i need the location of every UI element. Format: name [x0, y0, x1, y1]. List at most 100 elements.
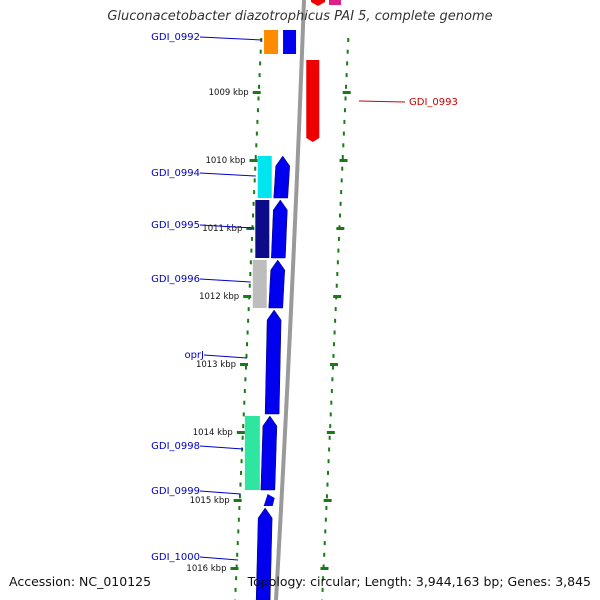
gene-label: GDI_0999 [151, 486, 200, 497]
ring-dot [347, 38, 350, 42]
ring-dot [339, 213, 342, 218]
cds-forward-arrow [255, 507, 273, 600]
kbp-scale: 1009 kbp 1010 kbp 1011 kbp 1012 kbp 1013 kbp… [186, 88, 351, 574]
kbp-tick-mark [249, 159, 258, 162]
cog-category-box [264, 30, 279, 54]
gene-label: GDI_0994 [151, 168, 200, 179]
ring-dot [243, 389, 246, 393]
gene-label-line [199, 445, 243, 450]
ring-dot [236, 552, 239, 557]
ring-dot [322, 564, 325, 569]
ring-dot [237, 529, 240, 534]
kbp-tick-mark [252, 91, 261, 94]
ring-dot [331, 365, 334, 370]
ring-dot [247, 307, 250, 312]
ring-dot [239, 482, 242, 487]
ring-dot [332, 353, 335, 358]
ring-dot [240, 470, 243, 475]
gene-label: GDI_0998 [151, 441, 200, 452]
kbp-tick-mark-outer [326, 431, 335, 434]
gene-label-line [199, 172, 256, 177]
ring-dot [240, 459, 243, 464]
ring-dot [326, 482, 329, 487]
genome-title: Gluconacetobacter diazotrophicus PAI 5, … [107, 9, 493, 24]
gene-labels: GDI_0992 GDI_0993 GDI_0994 GDI_0995 GDI_0996… [151, 32, 458, 563]
ring-dot [259, 61, 262, 66]
gene-label: GDI_1000 [151, 552, 200, 563]
gene-label: GDI_0993 [409, 97, 458, 108]
ring-dot [242, 412, 245, 417]
ring-dot [252, 213, 255, 218]
ring-dot [342, 131, 345, 136]
ring-dot [345, 73, 348, 78]
ring-dot [334, 318, 337, 323]
gene-label-line [199, 278, 251, 283]
ring-dot [237, 517, 240, 522]
ring-dot [344, 96, 347, 101]
ring-dot [329, 424, 332, 429]
kbp-tick-mark-outer [320, 567, 329, 570]
ring-dot [336, 260, 339, 265]
ring-dot [235, 576, 238, 581]
ring-dot [337, 236, 340, 241]
gene-label: GDI_0995 [151, 220, 200, 231]
ring-dot [336, 272, 339, 276]
ring-dot [255, 131, 258, 136]
kbp-tick-mark-outer [339, 159, 348, 162]
ring-dot [341, 155, 344, 159]
ring-dot [244, 365, 247, 370]
ring-dot [328, 447, 331, 452]
cds-forward-arrow [260, 415, 278, 491]
ring-dot [250, 248, 253, 253]
ring-dot [258, 84, 261, 89]
ring-dot [323, 552, 326, 557]
cds-forward-arrow [263, 494, 275, 506]
ring-dot [249, 272, 252, 276]
gene-label: oprJ [184, 350, 204, 361]
cog-track [244, 0, 341, 490]
ring-dot [248, 283, 251, 288]
kbp-tick-label: 1011 kbp [202, 224, 242, 234]
cds-track [255, 0, 325, 600]
ring-dot [238, 506, 241, 510]
gene-label-line [199, 556, 239, 561]
ring-dot [257, 96, 260, 101]
kbp-tick-mark-outer [333, 295, 342, 298]
ring-dot [323, 541, 326, 546]
ring-dot [346, 61, 349, 66]
gene-label-line [199, 224, 254, 229]
ring-dot [236, 541, 239, 546]
ring-dot [343, 108, 346, 113]
topology-text: Topology: circular; Length: 3,944,163 bp… [247, 574, 591, 589]
ring-dot [345, 84, 348, 89]
ring-dot [325, 494, 328, 499]
ring-dot [327, 470, 330, 475]
ring-dot [324, 517, 327, 522]
ring-dot [253, 190, 256, 195]
kbp-tick-mark-outer [323, 499, 332, 502]
kbp-tick-mark-outer [330, 363, 339, 366]
ring-dot [255, 143, 258, 148]
ring-dot [328, 435, 331, 440]
ring-dot [235, 564, 238, 569]
ring-dot [259, 49, 262, 54]
ring-dot [256, 108, 259, 113]
cds-forward-arrow [283, 30, 297, 54]
ring-dot [340, 178, 343, 183]
ring-dot [246, 342, 249, 347]
ring-dot [247, 318, 250, 323]
cog-category-box [252, 260, 267, 308]
ring-dot [252, 201, 255, 206]
ring-dot [321, 587, 324, 592]
ring-dot [243, 400, 246, 405]
ring-dot [241, 435, 244, 440]
ring-dot [254, 155, 257, 159]
ring-dot [337, 248, 340, 253]
ring-dot [250, 236, 253, 241]
ring-dot [249, 260, 252, 265]
ring-dot [325, 506, 328, 510]
ring-dot [341, 166, 344, 171]
cds-reverse-arrow-partial [311, 0, 325, 6]
ring-dot [339, 201, 342, 206]
ring-dot [242, 424, 245, 429]
